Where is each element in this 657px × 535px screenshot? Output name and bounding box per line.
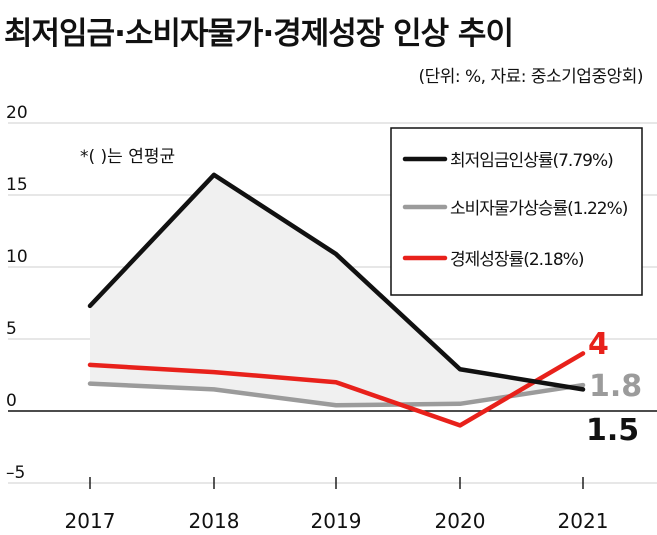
min-wage-end-label: 1.5 — [586, 413, 639, 448]
series-lines — [87, 172, 586, 428]
average-note: *( )는 연평균 — [80, 147, 175, 167]
legend-label: 소비자물가상승률(1.22%) — [450, 199, 628, 219]
legend-item-gdp-growth: 경제성장률(2.18%) — [402, 250, 585, 270]
legend-item-min-wage: 최저임금인상률(7.79%) — [402, 151, 614, 171]
x-tick-label: 2020 — [435, 509, 486, 533]
x-tick-label: 2018 — [189, 509, 240, 533]
y-tick-label: 20 — [6, 103, 28, 123]
y-tick-label: 0 — [6, 391, 17, 411]
cpi-end-label: 1.8 — [589, 369, 642, 404]
y-tick-label: 15 — [6, 175, 28, 195]
end-value-labels: 1.5 1.8 4 — [586, 327, 642, 448]
x-tick-label: 2017 — [65, 509, 116, 533]
legend-label: 경제성장률(2.18%) — [450, 250, 584, 270]
chart-subtitle: (단위: %, 자료: 중소기업중앙회) — [418, 67, 643, 87]
y-axis-ticks: 20 15 10 5 0 –5 — [6, 103, 28, 483]
y-tick-label: 10 — [6, 247, 28, 267]
gdp-growth-end-label: 4 — [588, 327, 609, 362]
y-tick-label: –5 — [6, 463, 25, 483]
legend-item-cpi: 소비자물가상승률(1.22%) — [402, 199, 629, 219]
min-wage-area-fill — [90, 174, 583, 406]
x-tick-label: 2021 — [558, 509, 609, 533]
chart-title: 최저임금·소비자물가·경제성장 인상 추이 — [4, 16, 514, 52]
x-tick-label: 2019 — [311, 509, 362, 533]
y-tick-label: 5 — [6, 319, 17, 339]
legend-label: 최저임금인상률(7.79%) — [450, 151, 613, 171]
x-axis-ticks: 2017 2018 2019 2020 2021 — [65, 477, 609, 533]
legend: 최저임금인상률(7.79%) 소비자물가상승률(1.22%) 경제성장률(2.18%… — [390, 127, 643, 296]
legend-box — [390, 127, 643, 296]
